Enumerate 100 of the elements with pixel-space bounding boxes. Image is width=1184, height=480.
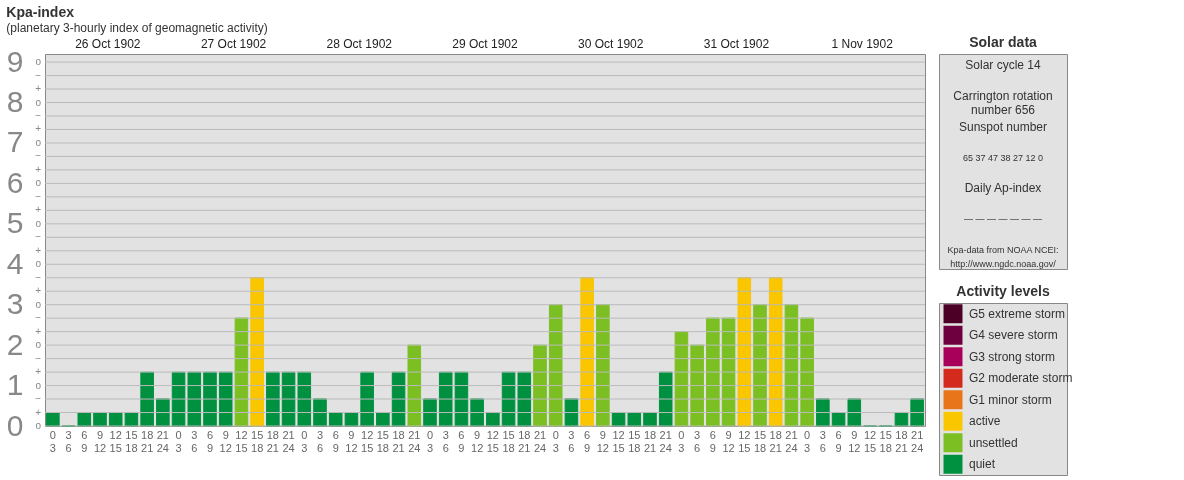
x-tick-label: 18 21	[643, 429, 657, 454]
x-tick-label: 18 21	[266, 429, 279, 454]
x-tick-label: 21 24	[156, 429, 169, 454]
text: 31 Oct 1902	[703, 37, 770, 51]
text: 1 Nov 1902	[831, 37, 894, 51]
bar	[753, 304, 767, 427]
bar	[784, 304, 799, 427]
text: 65 37 47 38 27 12 0	[962, 152, 1044, 163]
bar	[218, 371, 233, 427]
text: Solar data	[969, 34, 1038, 50]
text: 30 Oct 1902	[578, 37, 644, 51]
x-tick-label: 12 15	[612, 429, 625, 454]
x-tick-label: 15 18	[125, 429, 138, 454]
y-tick-label: 4	[6, 246, 24, 280]
x-tick-label: 3 6	[442, 429, 449, 454]
x-tick-label: 3 6	[65, 429, 72, 454]
x-tick-label: 0 3	[426, 429, 434, 454]
text: Sunspot number	[958, 119, 1048, 134]
bar	[690, 344, 704, 427]
x-tick-label: 12 15	[863, 429, 877, 454]
x-tick-label: 18 21	[769, 429, 782, 454]
x-tick-label: 6 9	[81, 429, 88, 454]
x-tick-label: 9 12	[345, 429, 358, 454]
y-tick-label: 7	[6, 125, 24, 159]
legend-label: unsettled	[969, 435, 1018, 450]
text: +	[35, 204, 42, 216]
y-tick-label: 0	[6, 408, 24, 442]
x-tick-label: 0 3	[804, 429, 811, 454]
bar	[548, 304, 563, 427]
text: −	[35, 150, 42, 162]
legend-label: G4 severe storm	[969, 328, 1058, 343]
x-tick-label: 6 9	[332, 429, 339, 454]
x-tick-label: 0 3	[175, 429, 182, 454]
text: −	[35, 352, 42, 364]
x-tick-label: 12 15	[738, 429, 751, 454]
bar	[360, 371, 374, 427]
x-tick-label: 12 15	[109, 429, 122, 454]
x-tick-label: 0 3	[678, 429, 685, 454]
bar	[203, 371, 217, 427]
bar	[580, 277, 594, 427]
text: Carrington rotation number 656	[953, 89, 1053, 118]
x-tick-label: 15 18	[376, 429, 389, 454]
bar	[391, 371, 406, 427]
x-tick-label: 15 18	[502, 429, 515, 454]
text: +	[35, 285, 42, 297]
x-tick-label: 18 21	[895, 429, 908, 454]
x-tick-label: 15 18	[753, 429, 767, 454]
x-tick-label: 21 24	[533, 429, 547, 454]
x-tick-label: 0 3	[49, 429, 56, 454]
x-tick-label: 9 12	[471, 429, 484, 454]
x-tick-label: 3 6	[694, 429, 701, 454]
x-tick-label: 6 9	[835, 429, 842, 454]
text: +	[35, 83, 42, 95]
text: −	[35, 312, 42, 324]
x-tick-label: 9 12	[848, 429, 861, 454]
x-tick-label: 3 6	[568, 429, 575, 454]
text: −	[35, 69, 42, 81]
text: 26 Oct 1902	[75, 37, 141, 51]
text: o	[35, 420, 42, 431]
legend-label: G5 extreme storm	[969, 306, 1066, 321]
legend-title: Activity levels	[956, 283, 1050, 299]
text: o	[35, 136, 42, 148]
x-tick-label: 18 21	[141, 429, 154, 454]
x-tick-label: 12 15	[361, 429, 374, 454]
y-tick-label: 8	[6, 85, 24, 119]
text: Solar cycle 14	[965, 58, 1042, 73]
bar	[658, 371, 673, 427]
x-tick-label: 21 24	[911, 429, 924, 454]
bar	[234, 317, 249, 427]
text: +	[35, 325, 42, 337]
text: −	[35, 110, 42, 121]
x-tick-label: 6 9	[206, 429, 214, 454]
legend-label: quiet	[969, 457, 996, 472]
y-tick-label: 9	[6, 44, 24, 78]
x-tick-label: 9 12	[722, 429, 735, 454]
bar	[407, 344, 422, 427]
x-tick-label: 6 9	[584, 429, 591, 454]
x-tick-label: 3 6	[819, 429, 826, 454]
text: +	[35, 123, 42, 135]
x-tick-label: 21 24	[659, 429, 672, 454]
text: +	[35, 406, 42, 418]
text: o	[35, 298, 42, 310]
text: −	[35, 271, 42, 283]
x-tick-label: 3 6	[316, 429, 324, 454]
text: −	[35, 190, 42, 202]
x-tick-label: 12 15	[235, 429, 248, 454]
x-tick-label: 12 15	[486, 429, 499, 454]
text: +	[35, 244, 42, 256]
text: Daily Ap-index	[964, 181, 1042, 196]
x-tick-label: 3 6	[191, 429, 198, 454]
x-tick-label: 0 3	[301, 429, 308, 454]
chart-title: Kpa-index	[6, 4, 75, 20]
bar	[596, 304, 610, 427]
legend-label: active	[969, 414, 1001, 429]
y-tick-label: 3	[6, 287, 24, 321]
x-tick-label: 9 12	[596, 429, 609, 454]
bar	[140, 371, 154, 427]
bar	[721, 317, 736, 427]
bar	[768, 277, 783, 427]
x-tick-label: 15 18	[628, 429, 641, 454]
